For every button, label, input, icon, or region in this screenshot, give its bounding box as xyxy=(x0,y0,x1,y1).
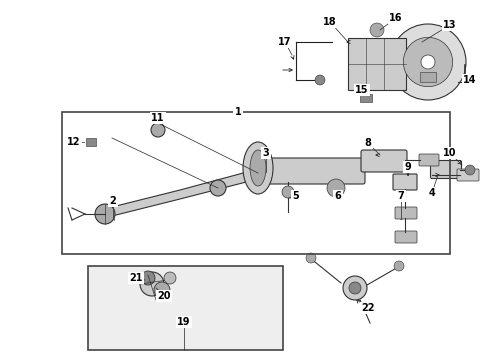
Circle shape xyxy=(151,123,165,137)
Text: 6: 6 xyxy=(335,191,342,201)
Circle shape xyxy=(465,165,475,175)
Bar xyxy=(88,266,283,350)
Ellipse shape xyxy=(421,55,435,69)
Bar xyxy=(420,72,436,82)
FancyBboxPatch shape xyxy=(395,231,417,243)
Text: 15: 15 xyxy=(355,85,369,95)
Text: 2: 2 xyxy=(110,196,117,206)
Circle shape xyxy=(164,272,176,284)
Circle shape xyxy=(349,282,361,294)
Ellipse shape xyxy=(403,37,453,87)
Bar xyxy=(154,118,162,130)
Text: 18: 18 xyxy=(323,17,337,27)
Text: 8: 8 xyxy=(365,138,371,148)
Circle shape xyxy=(315,75,325,85)
Circle shape xyxy=(141,271,155,285)
Text: 22: 22 xyxy=(361,303,375,313)
Text: 21: 21 xyxy=(129,273,143,283)
Text: 7: 7 xyxy=(397,191,404,201)
Text: 10: 10 xyxy=(443,148,457,158)
Ellipse shape xyxy=(250,150,266,186)
Circle shape xyxy=(306,253,316,263)
Circle shape xyxy=(140,272,164,296)
Ellipse shape xyxy=(243,142,273,194)
Bar xyxy=(360,94,372,102)
Text: 5: 5 xyxy=(293,191,299,201)
Text: 17: 17 xyxy=(278,37,292,47)
Bar xyxy=(86,138,96,146)
FancyBboxPatch shape xyxy=(419,154,439,166)
Text: 3: 3 xyxy=(263,148,270,158)
Ellipse shape xyxy=(390,24,466,100)
Circle shape xyxy=(154,282,170,298)
Text: 9: 9 xyxy=(405,162,412,172)
Text: 14: 14 xyxy=(463,75,477,85)
FancyBboxPatch shape xyxy=(395,207,417,219)
Text: 1: 1 xyxy=(235,107,242,117)
FancyBboxPatch shape xyxy=(393,174,417,190)
Text: 12: 12 xyxy=(67,137,81,147)
FancyBboxPatch shape xyxy=(256,158,365,184)
Circle shape xyxy=(394,261,404,271)
Bar xyxy=(348,38,406,90)
Circle shape xyxy=(282,186,294,198)
Text: 4: 4 xyxy=(429,188,436,198)
Bar xyxy=(62,112,450,254)
FancyBboxPatch shape xyxy=(431,161,462,179)
Circle shape xyxy=(370,23,384,37)
FancyBboxPatch shape xyxy=(361,150,407,172)
FancyBboxPatch shape xyxy=(457,169,479,181)
Text: 11: 11 xyxy=(151,113,165,123)
Circle shape xyxy=(343,276,367,300)
Text: 19: 19 xyxy=(177,317,191,327)
Circle shape xyxy=(210,180,226,196)
Circle shape xyxy=(327,179,345,197)
Circle shape xyxy=(95,204,115,224)
Text: 20: 20 xyxy=(157,291,171,301)
Text: 16: 16 xyxy=(389,13,403,23)
Polygon shape xyxy=(100,169,258,219)
Text: 13: 13 xyxy=(443,20,457,30)
